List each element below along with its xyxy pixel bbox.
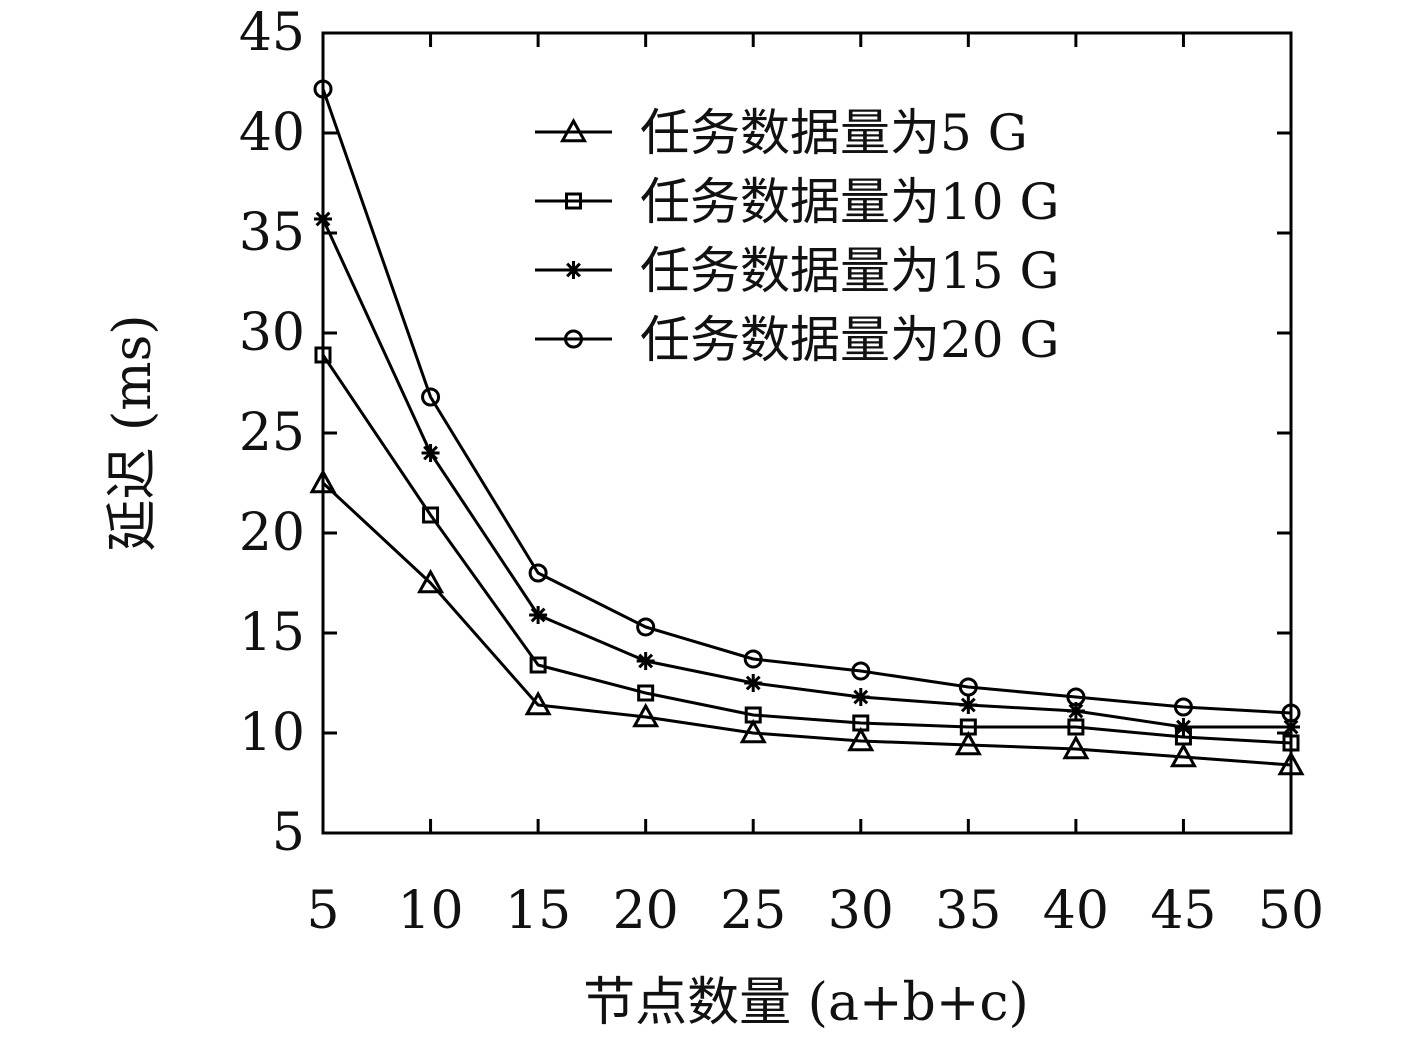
series-layer bbox=[309, 79, 1305, 776]
asterisk-marker bbox=[529, 606, 548, 624]
y-tick-label: 40 bbox=[239, 103, 305, 163]
asterisk-marker bbox=[959, 696, 978, 714]
y-tick-label: 25 bbox=[239, 403, 305, 463]
circle-marker bbox=[851, 661, 871, 681]
legend-label: 任务数据量为10 G bbox=[640, 173, 1059, 231]
series-square bbox=[314, 346, 1300, 752]
asterisk-marker bbox=[851, 688, 870, 706]
y-tick-label: 10 bbox=[239, 703, 305, 763]
legend-label: 任务数据量为15 G bbox=[640, 242, 1059, 300]
asterisk-marker-legend bbox=[564, 261, 583, 279]
circle-marker bbox=[636, 617, 656, 637]
circle-marker bbox=[958, 677, 978, 697]
legend-label: 任务数据量为5 G bbox=[640, 104, 1028, 162]
series-line bbox=[321, 218, 1291, 729]
legend-entry: 任务数据量为10 G bbox=[535, 173, 1059, 231]
x-tick-label: 20 bbox=[613, 881, 679, 941]
triangle-marker bbox=[1169, 742, 1197, 768]
x-tick-label: 5 bbox=[306, 881, 339, 941]
square-marker bbox=[959, 718, 977, 736]
square-marker bbox=[852, 714, 870, 732]
x-tick-label: 45 bbox=[1150, 881, 1216, 941]
y-tick-label: 5 bbox=[272, 803, 305, 863]
x-axis-title: 节点数量 (a+b+c) bbox=[583, 973, 1029, 1033]
triangle-marker bbox=[524, 690, 552, 716]
circle-marker bbox=[1066, 687, 1086, 707]
triangle-marker bbox=[1277, 750, 1305, 776]
triangle-marker bbox=[417, 568, 445, 594]
square-marker bbox=[529, 656, 547, 674]
x-tick-label: 25 bbox=[720, 881, 786, 941]
circle-marker bbox=[1281, 703, 1301, 723]
series-line bbox=[321, 354, 1292, 745]
circle-marker bbox=[528, 563, 548, 583]
x-tick-label: 10 bbox=[397, 881, 463, 941]
y-tick-label: 30 bbox=[239, 303, 305, 363]
circle-marker bbox=[743, 649, 763, 669]
x-tick-label: 40 bbox=[1043, 881, 1109, 941]
triangle-marker bbox=[847, 726, 875, 752]
asterisk-marker bbox=[421, 444, 440, 462]
legend-entry: 任务数据量为15 G bbox=[535, 242, 1059, 300]
y-axis-title: 延迟 (ms) bbox=[103, 314, 163, 551]
series-asterisk bbox=[314, 210, 1300, 736]
series-circle bbox=[313, 79, 1301, 723]
circle-marker-legend bbox=[564, 329, 583, 349]
circle-marker bbox=[1173, 697, 1193, 717]
asterisk-marker bbox=[1174, 718, 1193, 736]
circle-marker bbox=[421, 387, 441, 407]
legend-label: 任务数据量为20 G bbox=[640, 311, 1059, 369]
x-tick-label: 15 bbox=[505, 881, 571, 941]
square-marker-legend bbox=[565, 192, 582, 210]
y-tick-label: 45 bbox=[239, 3, 305, 63]
square-marker bbox=[422, 506, 440, 524]
x-tick-label: 50 bbox=[1258, 881, 1324, 941]
square-marker bbox=[637, 684, 655, 702]
triangle-marker-legend bbox=[559, 117, 588, 143]
square-marker bbox=[314, 346, 332, 364]
triangle-marker bbox=[954, 730, 982, 756]
y-tick-label: 15 bbox=[239, 603, 305, 663]
series-line bbox=[321, 88, 1292, 715]
triangle-marker bbox=[632, 702, 660, 728]
x-tick-label: 30 bbox=[828, 881, 894, 941]
asterisk-marker bbox=[744, 674, 763, 692]
x-tick-label: 35 bbox=[935, 881, 1001, 941]
series-triangle bbox=[309, 468, 1305, 776]
triangle-marker bbox=[309, 468, 337, 494]
y-tick-label: 20 bbox=[239, 503, 305, 563]
y-tick-label: 35 bbox=[239, 203, 305, 263]
triangle-marker bbox=[1062, 734, 1090, 760]
square-marker bbox=[744, 706, 762, 724]
circle-marker bbox=[313, 79, 333, 99]
series-line bbox=[321, 481, 1292, 767]
legend-entry: 任务数据量为20 G bbox=[535, 311, 1059, 369]
legend-entry: 任务数据量为5 G bbox=[535, 104, 1028, 162]
asterisk-marker bbox=[314, 210, 332, 228]
legend: 任务数据量为5 G 任务数据量为10 G 任务数据量为15 G 任务数据量为20 G bbox=[535, 104, 1059, 369]
asterisk-marker bbox=[636, 652, 655, 670]
ticks-layer: 5 10 15 20 25 30 35 40 45 50 5 10 15 20 25 30 35 40 45 bbox=[239, 3, 1324, 941]
triangle-marker bbox=[739, 718, 767, 744]
